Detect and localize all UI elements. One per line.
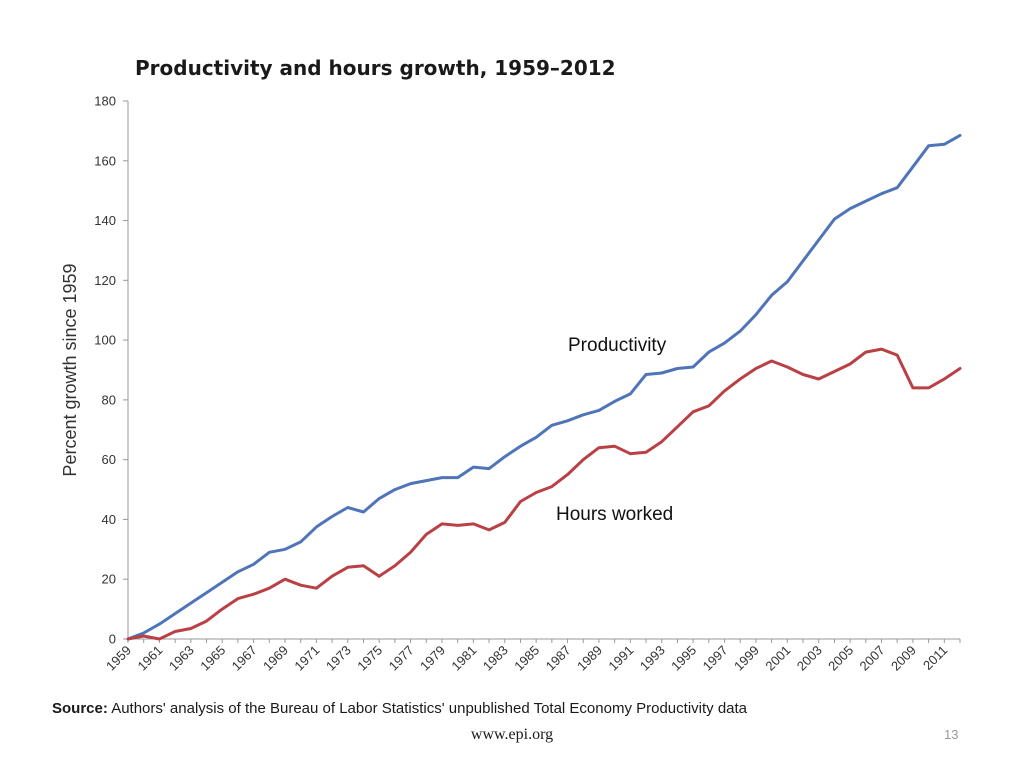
x-tick-label: 1979 <box>417 643 448 674</box>
y-tick-label: 80 <box>102 392 116 407</box>
x-tick-label: 1983 <box>480 643 511 674</box>
x-tick-label: 1971 <box>291 643 322 674</box>
x-tick-label: 1963 <box>166 643 197 674</box>
page-number: 13 <box>944 727 959 742</box>
x-tick-label: 1981 <box>448 643 479 674</box>
x-tick-label: 1999 <box>731 643 762 674</box>
y-tick-label: 160 <box>94 153 116 168</box>
x-tick-label: 2009 <box>888 643 919 674</box>
x-tick-label: 1991 <box>605 643 636 674</box>
x-tick-label: 1993 <box>637 643 668 674</box>
x-tick-label: 2005 <box>825 643 856 674</box>
x-tick-label: 1959 <box>103 643 134 674</box>
series-label-hours-worked: Hours worked <box>556 504 673 525</box>
x-tick-label: 2007 <box>857 643 888 674</box>
series-group <box>126 133 962 641</box>
x-tick-label: 1987 <box>543 643 574 674</box>
x-tick-label: 2001 <box>762 643 793 674</box>
series-line-hours-worked <box>126 347 962 641</box>
x-tick-label: 2011 <box>920 643 950 673</box>
x-tick-label: 1989 <box>574 643 605 674</box>
source-note: Source: Authors' analysis of the Bureau … <box>52 700 747 717</box>
x-tick-label: 1969 <box>260 643 291 674</box>
y-tick-label: 20 <box>102 572 116 587</box>
site-url: www.epi.org <box>470 726 554 743</box>
y-tick-label: 40 <box>102 512 116 527</box>
x-tick-label: 1985 <box>511 643 542 674</box>
series-label-productivity: Productivity <box>568 335 667 356</box>
source-text: Authors' analysis of the Bureau of Labor… <box>111 700 748 717</box>
x-axis: 1959 1961 1963 1965 1967 1969 1971 1973 1975 1977… <box>103 638 961 674</box>
y-tick-label: 120 <box>94 273 116 288</box>
x-tick-label: 1965 <box>197 643 228 674</box>
series-line-productivity <box>126 133 962 641</box>
x-tick-label: 2003 <box>794 643 825 674</box>
x-tick-label: 1967 <box>229 643 260 674</box>
y-tick-label: 60 <box>102 452 116 467</box>
x-tick-label: 1997 <box>700 643 731 674</box>
y-tick-label: 0 <box>109 632 116 647</box>
y-tick-label: 180 <box>94 94 116 109</box>
x-tick-label: 1995 <box>668 643 699 674</box>
chart-title: Productivity and hours growth, 1959–2012 <box>135 56 616 80</box>
x-tick-label: 1961 <box>134 643 165 674</box>
y-axis-title: Percent growth since 1959 <box>60 263 80 476</box>
y-axis: 0 20 40 60 80 100 120 140 160 180 <box>94 94 129 647</box>
y-tick-label: 140 <box>94 213 116 228</box>
x-tick-label: 1975 <box>354 643 385 674</box>
source-label: Source: <box>52 700 108 717</box>
x-tick-label: 1977 <box>386 643 417 674</box>
x-tick-label: 1973 <box>323 643 354 674</box>
y-tick-label: 100 <box>94 333 116 348</box>
